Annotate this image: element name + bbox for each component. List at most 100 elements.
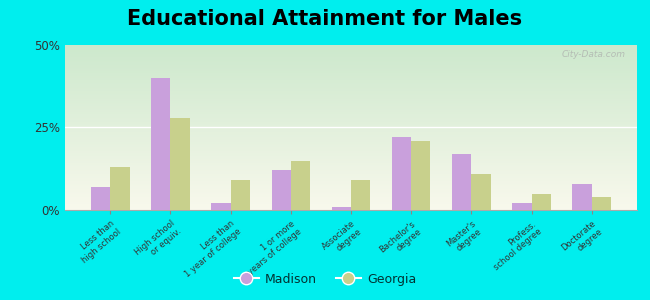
Bar (65, 106, 637, 107)
Bar (65, 126, 637, 127)
Bar (65, 161, 637, 162)
Bar (65, 203, 637, 204)
Bar (65, 151, 637, 152)
Bar (65, 135, 637, 136)
Bar (65, 51, 637, 52)
Bar (65, 153, 637, 154)
Bar (65, 169, 637, 170)
Bar (65, 103, 637, 104)
Bar (65, 53, 637, 54)
Bar (65, 168, 637, 169)
Bar (392, 137, 411, 210)
Bar (65, 129, 637, 130)
Bar (65, 57, 637, 58)
Bar (471, 174, 491, 210)
Bar (65, 71, 637, 72)
Bar (65, 195, 637, 196)
Bar (65, 158, 637, 159)
Bar (65, 157, 637, 158)
Bar (65, 75, 637, 76)
Bar (65, 95, 637, 96)
Bar (65, 148, 637, 149)
Bar (65, 163, 637, 164)
Bar (65, 91, 637, 92)
Bar (65, 83, 637, 84)
Bar (65, 92, 637, 93)
Bar (91, 187, 111, 210)
Bar (65, 76, 637, 77)
Bar (170, 118, 190, 210)
Bar (65, 122, 637, 123)
Bar (65, 100, 637, 101)
Legend: Madison, Georgia: Madison, Georgia (229, 268, 421, 291)
Bar (65, 48, 637, 49)
Bar (65, 184, 637, 185)
Bar (65, 192, 637, 193)
Bar (111, 167, 129, 210)
Bar (65, 204, 637, 205)
Bar (65, 47, 637, 48)
Bar (65, 182, 637, 183)
Bar (65, 98, 637, 99)
Bar (65, 140, 637, 141)
Bar (65, 123, 637, 124)
Bar (65, 187, 637, 188)
Bar (65, 94, 637, 95)
Bar (65, 178, 637, 179)
Bar (65, 61, 637, 62)
Bar (65, 131, 637, 132)
Bar (65, 199, 637, 200)
Bar (65, 202, 637, 203)
Bar (65, 174, 637, 175)
Bar (65, 70, 637, 71)
Bar (65, 166, 637, 167)
Bar (65, 152, 637, 153)
Bar (65, 124, 637, 125)
Bar (65, 149, 637, 150)
Bar (65, 155, 637, 156)
Bar (65, 58, 637, 59)
Bar (65, 160, 637, 161)
Bar (65, 120, 637, 121)
Bar (65, 111, 637, 112)
Bar (65, 82, 637, 83)
Bar (65, 206, 637, 207)
Bar (65, 73, 637, 74)
Bar (65, 77, 637, 78)
Bar (65, 191, 637, 192)
Bar (211, 203, 231, 210)
Bar (65, 107, 637, 108)
Bar (65, 81, 637, 82)
Bar (65, 202, 637, 203)
Bar (65, 79, 637, 80)
Bar (65, 115, 637, 116)
Bar (65, 112, 637, 113)
Bar (65, 188, 637, 189)
Bar (65, 138, 637, 139)
Bar (65, 88, 637, 89)
Bar (65, 194, 637, 195)
Bar (65, 109, 637, 110)
Bar (65, 97, 637, 98)
Bar (65, 193, 637, 194)
Bar (65, 64, 637, 65)
Bar (65, 159, 637, 160)
Bar (452, 154, 471, 210)
Bar (532, 194, 551, 210)
Bar (272, 170, 291, 210)
Bar (65, 164, 637, 165)
Bar (65, 60, 637, 61)
Bar (65, 169, 637, 170)
Bar (65, 49, 637, 50)
Bar (65, 197, 637, 198)
Bar (65, 196, 637, 197)
Bar (65, 176, 637, 177)
Bar (65, 99, 637, 100)
Bar (65, 190, 637, 191)
Bar (512, 203, 532, 210)
Bar (65, 167, 637, 168)
Bar (65, 125, 637, 126)
Bar (65, 90, 637, 91)
Bar (65, 86, 637, 87)
Bar (65, 117, 637, 118)
